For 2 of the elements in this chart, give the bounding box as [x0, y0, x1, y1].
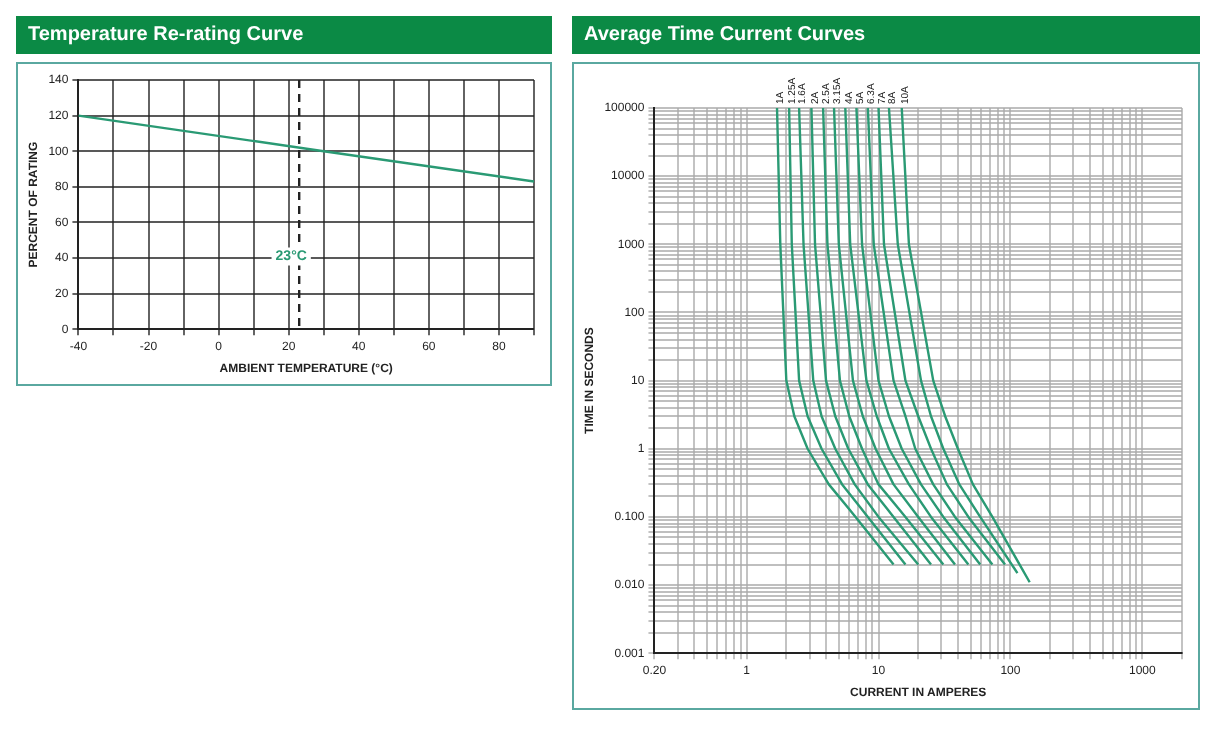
chart-title: Average Time Current Curves: [572, 16, 1200, 54]
chart-title: Temperature Re-rating Curve: [16, 16, 552, 54]
